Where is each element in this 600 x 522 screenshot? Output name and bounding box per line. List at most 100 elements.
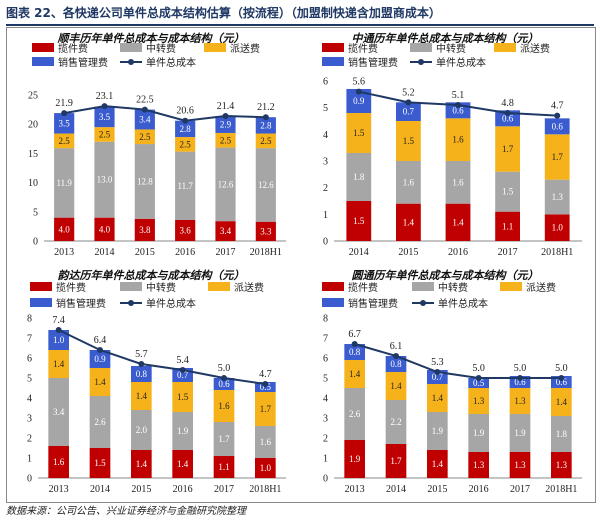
legend-swatch-marker [128, 300, 134, 306]
chart-panel-zto: 中通历年单件总成本与成本结构（元） 揽件费 中转费 派送费 销售管理费 单件总成本 0 1 2 3… [300, 29, 590, 264]
x-tick-label: 2018H1 [249, 484, 281, 495]
bar-segment-label: 1.5 [353, 216, 365, 226]
bar-segment [544, 134, 570, 180]
bar-segment-label: 1.0 [53, 335, 65, 345]
legend-label: 销售管理费 [58, 56, 108, 69]
y-tick-label: 20 [28, 120, 38, 131]
x-tick-label: 2015 [135, 247, 155, 258]
bar-segment [344, 388, 365, 440]
y-tick-label: 3 [323, 414, 328, 425]
total-cost-label: 6.4 [94, 335, 107, 346]
bar-segment [468, 452, 489, 478]
y-tick-label: 25 [28, 91, 38, 102]
bar-segment-label: 1.4 [432, 459, 444, 469]
bar-segment-label: 12.6 [218, 179, 234, 189]
bar-segment-label: 1.3 [473, 460, 485, 470]
y-tick-label: 4 [323, 130, 328, 141]
bar-segment [255, 117, 276, 134]
y-tick-label: 7 [323, 334, 328, 345]
total-cost-point [558, 375, 565, 381]
y-tick-label: 0 [323, 237, 328, 248]
total-cost-point [222, 113, 229, 120]
legend-swatch-marker [128, 59, 134, 65]
bar-segment [213, 378, 235, 390]
bar-segment [385, 400, 407, 444]
bar-segment [172, 450, 193, 478]
bar-segment [94, 141, 115, 218]
x-tick-label: 2017 [216, 247, 236, 258]
total-cost-point [179, 367, 186, 373]
legend-swatch-marker [420, 300, 426, 306]
total-cost-point [554, 112, 561, 119]
bar-segment [468, 414, 489, 452]
legend-swatch [410, 43, 432, 52]
x-tick-label: 2013 [54, 247, 74, 258]
y-tick-label: 1 [323, 454, 328, 465]
bar-segment [427, 450, 448, 478]
bar-segment [134, 218, 155, 241]
bar-segment [385, 372, 407, 400]
y-tick-label: 7 [27, 334, 32, 345]
bar-segment [175, 120, 196, 138]
bar-segment-label: 1.4 [556, 397, 568, 407]
legend-swatch [120, 43, 142, 52]
total-cost-label: 5.0 [218, 363, 231, 374]
bar-segment [551, 452, 572, 478]
bar-segment [172, 382, 193, 412]
bar-segment-label: 1.9 [514, 428, 526, 438]
bar-segment [131, 366, 152, 382]
total-cost-point [434, 369, 441, 375]
bar-segment [215, 132, 236, 148]
bar-segment [445, 118, 471, 161]
total-cost-label: 7.4 [52, 315, 65, 326]
total-cost-point [221, 375, 227, 381]
bar-segment-label: 3.4 [139, 115, 151, 125]
y-tick-label: 2 [323, 434, 328, 445]
legend-swatch [30, 298, 52, 307]
bar-segment [48, 350, 69, 378]
y-tick-label: 4 [323, 394, 328, 405]
bar-segment-label: 2.8 [260, 120, 272, 130]
bar-segment [215, 147, 236, 222]
y-tick-label: 2 [27, 434, 32, 445]
bar-segment-label: 0.9 [353, 96, 365, 106]
bar-segment [213, 390, 235, 422]
x-tick-label: 2018H1 [541, 247, 573, 258]
bar-segment-label: 1.6 [53, 457, 65, 467]
bar-segment-label: 1.5 [177, 392, 189, 402]
bar-segment [48, 330, 69, 350]
bar-segment [509, 452, 531, 478]
y-tick-label: 5 [323, 374, 328, 385]
bar-segment-label: 1.3 [556, 460, 568, 470]
bar-segment [175, 219, 196, 241]
x-tick-label: 2013 [49, 484, 69, 495]
total-cost-point [355, 88, 362, 95]
x-tick-label: 2016 [448, 247, 468, 258]
y-tick-label: 15 [28, 149, 38, 160]
bar-segment [48, 378, 69, 446]
legend-label: 派送费 [526, 281, 556, 294]
bar-segment-label: 0.9 [94, 354, 106, 364]
bar-segment [215, 116, 236, 133]
bar-segment-label: 3.4 [220, 226, 232, 236]
bar-segment-label: 1.4 [349, 369, 361, 379]
figure-frame [6, 27, 596, 503]
bar-segment [346, 113, 372, 153]
total-cost-label: 6.1 [390, 341, 403, 352]
y-tick-label: 6 [323, 77, 328, 88]
chart-title: 顺丰历年单件总成本与成本结构（元） [57, 32, 245, 45]
bar-segment-label: 2.5 [59, 136, 71, 146]
total-cost-point [262, 114, 269, 121]
bar-segment-label: 1.4 [136, 459, 148, 469]
bar-segment [544, 179, 570, 215]
total-cost-line [354, 343, 562, 379]
y-tick-label: 6 [323, 354, 328, 365]
bar-segment-label: 13.0 [97, 175, 113, 185]
bar-segment [344, 440, 365, 478]
bar-segment [175, 151, 196, 220]
bar-segment-label: 1.5 [502, 187, 514, 197]
legend-label: 单件总成本 [436, 56, 486, 69]
bar-segment-label: 1.3 [473, 396, 485, 406]
